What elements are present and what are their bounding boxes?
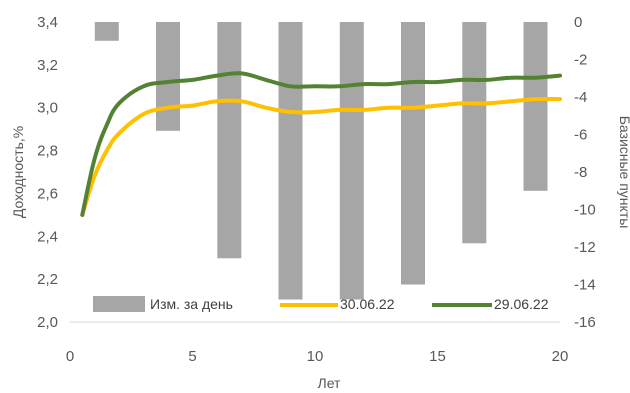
x-axis-title: Лет [318, 375, 342, 391]
y-right-tick-label: -14 [574, 277, 596, 294]
bar-daily-change [94, 22, 119, 41]
bar-daily-change [217, 22, 242, 259]
bar-daily-change [462, 22, 487, 244]
y-left-axis-title: Доходность,% [10, 126, 26, 218]
bar-daily-change [156, 22, 180, 131]
y-left-tick-label: 3,0 [37, 100, 58, 117]
y-right-tick-label: -2 [574, 52, 587, 69]
bar-daily-change [401, 22, 425, 285]
legend-label-bar: Изм. за день [150, 296, 233, 312]
y-right-tick-label: -12 [574, 239, 596, 256]
x-tick-label: 5 [188, 348, 196, 365]
x-axis-ticks: 0 5 10 15 20 [66, 348, 569, 365]
chart-legend: Изм. за день 30.06.22 29.06.22 [93, 296, 549, 312]
y-left-tick-label: 2,4 [37, 228, 58, 245]
x-tick-label: 20 [552, 348, 569, 365]
y-right-tick-label: -16 [574, 314, 596, 331]
y-left-tick-label: 3,2 [37, 57, 58, 74]
y-right-tick-label: -4 [574, 89, 587, 106]
bar-daily-change [278, 22, 303, 300]
line-series-group [80, 71, 562, 217]
y-right-axis-title: Базисные пункты [617, 116, 630, 229]
y-right-tick-label: 0 [574, 14, 582, 31]
y-left-axis-ticks: 2,0 2,2 2,4 2,6 2,8 3,0 3,2 3,4 [37, 14, 58, 331]
y-right-tick-label: -10 [574, 202, 596, 219]
bar-series-daily-change [94, 22, 548, 300]
line-series-29-06-22 [80, 71, 562, 217]
x-tick-label: 15 [429, 348, 446, 365]
bar-daily-change [339, 22, 364, 300]
line-series-30-06-22 [80, 96, 562, 217]
y-right-axis-ticks: 0 -2 -4 -6 -8 -10 -12 -14 -16 [574, 14, 596, 331]
y-right-tick-label: -8 [574, 164, 587, 181]
x-tick-label: 10 [307, 348, 324, 365]
y-left-tick-label: 2,2 [37, 271, 58, 288]
y-left-tick-label: 2,0 [37, 314, 58, 331]
x-tick-label: 0 [66, 348, 74, 365]
bar-daily-change [523, 22, 548, 191]
legend-label-29-06: 29.06.22 [494, 296, 549, 312]
legend-swatch-bar [93, 296, 145, 312]
y-right-tick-label: -6 [574, 127, 587, 144]
legend-label-30-06: 30.06.22 [340, 296, 395, 312]
y-left-tick-label: 2,6 [37, 185, 58, 202]
y-left-tick-label: 3,4 [37, 14, 58, 31]
y-left-tick-label: 2,8 [37, 143, 58, 160]
